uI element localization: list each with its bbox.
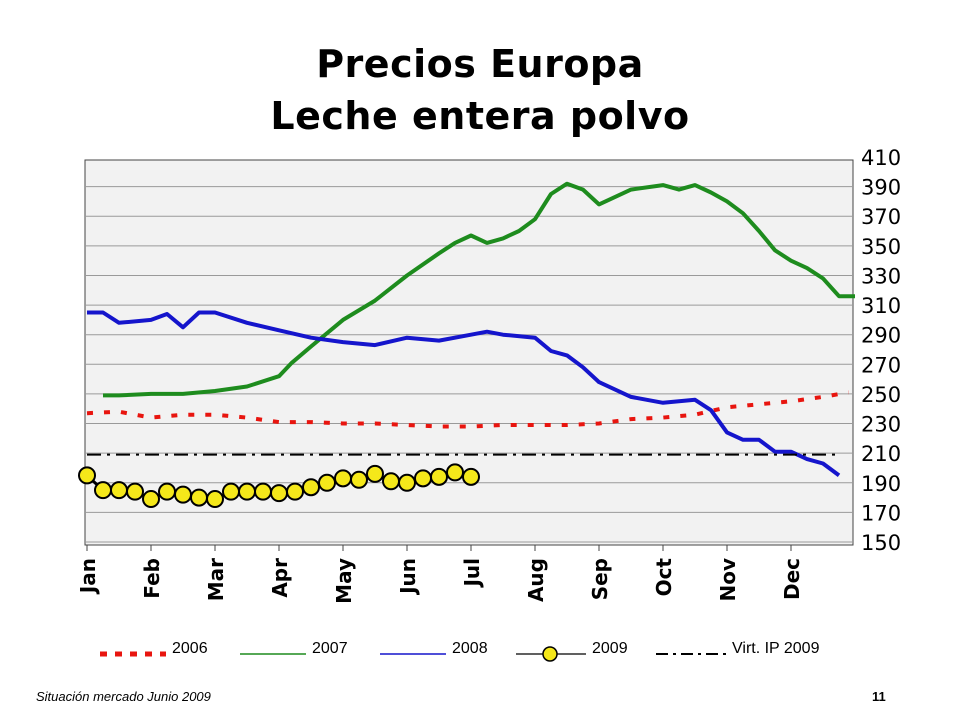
series-2009-point: [270, 484, 288, 503]
series-2009-point: [366, 464, 384, 483]
y-tick-label: 310: [861, 294, 901, 318]
series-layer: [78, 181, 855, 509]
y-tick-label: 410: [861, 146, 901, 170]
y-tick-label: 330: [861, 264, 901, 288]
series-2009-point: [78, 466, 96, 485]
legend-label-2007: 2007: [312, 640, 348, 657]
series-2009-point: [94, 481, 112, 500]
legend-label-2008: 2008: [452, 640, 488, 657]
legend-swatch-2008: [380, 653, 446, 655]
legend-label-virt-ip-2009: Virt. IP 2009: [732, 640, 820, 657]
series-2007-line: [103, 181, 855, 398]
series-2009-point: [382, 472, 400, 491]
line-chart: 150 170 190 210 230 250 270 290 310 330 350 370 390 4…: [76, 146, 901, 604]
series-2009-point: [206, 490, 224, 509]
series-2008-line: [87, 310, 841, 478]
x-tick-label: May: [332, 558, 356, 604]
y-tick-label: 350: [861, 235, 901, 259]
y-axis-tick-labels: 150 170 190 210 230 250 270 290 310 330 350 370 390 4…: [861, 146, 901, 555]
x-axis-tick-labels: Jan Feb Mar Apr May Jun Jul Aug Sep Oct Nov Dec: [76, 545, 804, 604]
legend-swatch-2007: [240, 653, 306, 655]
plot-background: [84, 159, 854, 546]
series-2009-point: [350, 470, 368, 489]
legend-label-2009: 2009: [592, 640, 628, 657]
legend-swatch-virt-ip-2009: [656, 653, 726, 655]
series-2009-point: [430, 467, 448, 486]
series-2009-point: [174, 485, 192, 504]
series-2009-point: [334, 469, 352, 488]
series-2009-point: [462, 467, 480, 486]
y-tick-label: 370: [861, 205, 901, 229]
slide-title-line2: Leche entera polvo: [270, 94, 690, 138]
series-2009-point: [318, 473, 336, 492]
y-tick-label: 390: [861, 176, 901, 200]
page-number: 11: [872, 689, 886, 704]
series-2009-point: [222, 482, 240, 501]
chart-legend: 2006 2007 2008 2009 Virt. IP 2009: [0, 640, 960, 670]
x-tick-label: Jan: [76, 558, 100, 595]
series-2009-point: [126, 482, 144, 501]
y-tick-label: 290: [861, 324, 901, 348]
series-2009-point: [190, 488, 208, 507]
x-tick-label: Nov: [716, 558, 740, 602]
series-2009-point: [142, 490, 160, 509]
series-2009-point: [398, 473, 416, 492]
x-tick-label: Dec: [780, 558, 804, 600]
x-tick-label: Aug: [524, 558, 548, 602]
plot-area: [84, 159, 854, 546]
y-tick-label: 150: [861, 531, 901, 555]
series-2009-point: [286, 482, 304, 501]
legend-swatch-2006: [100, 651, 166, 657]
x-tick-label: Apr: [268, 558, 292, 598]
y-tick-label: 170: [861, 501, 901, 525]
x-tick-label: Mar: [204, 558, 228, 601]
footer-source: Situación mercado Junio 2009: [36, 689, 211, 704]
legend-swatch-2009: [516, 646, 586, 662]
series-2009-point: [158, 482, 176, 501]
series-2009-point: [110, 481, 128, 500]
x-tick-label: Jul: [460, 558, 484, 589]
x-tick-label: Oct: [652, 558, 676, 597]
series-2009-point: [414, 469, 432, 488]
y-tick-label: 230: [861, 413, 901, 437]
y-tick-label: 190: [861, 472, 901, 496]
x-tick-label: Feb: [140, 558, 164, 599]
series-2009-point: [238, 482, 256, 501]
y-tick-label: 250: [861, 383, 901, 407]
series-2009-point: [446, 463, 464, 482]
series-2009-point: [302, 478, 320, 497]
y-tick-label: 210: [861, 442, 901, 466]
series-2009-point: [254, 482, 272, 501]
x-tick-label: Jun: [396, 558, 420, 596]
x-tick-label: Sep: [588, 558, 612, 600]
y-tick-label: 270: [861, 353, 901, 377]
legend-label-2006: 2006: [172, 640, 208, 657]
slide-title-line1: Precios Europa: [316, 42, 644, 86]
gridlines: [85, 186, 853, 543]
